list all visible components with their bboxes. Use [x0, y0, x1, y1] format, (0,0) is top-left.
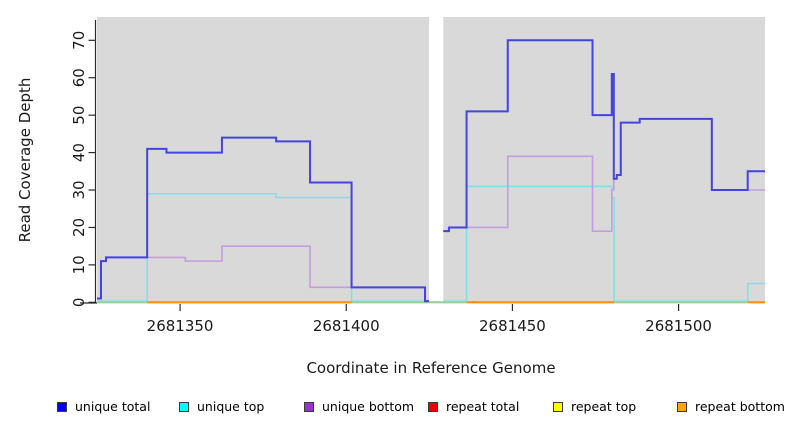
- legend-label: repeat top: [571, 399, 637, 414]
- legend-label: repeat bottom: [695, 399, 785, 414]
- legend-item-repeat-top: repeat top: [553, 399, 636, 415]
- axis-lines: [80, 20, 97, 304]
- y-tick-label: 40: [70, 143, 88, 162]
- legend-swatch-icon: [179, 402, 189, 412]
- legend-swatch-icon: [677, 402, 687, 412]
- y-tick-label: 30: [70, 180, 88, 199]
- legend-swatch-icon: [304, 402, 314, 412]
- y-tick-label: 60: [70, 68, 88, 87]
- series-line-unique-total: [97, 39, 765, 303]
- legend-item-repeat-total: repeat total: [428, 399, 519, 415]
- legend-item-unique-top: unique top: [179, 399, 264, 415]
- y-tick-label: 20: [70, 218, 88, 237]
- y-axis-title: Read Coverage Depth: [16, 78, 34, 243]
- x-tick-label: 2681350: [147, 317, 214, 335]
- y-tick-label: 50: [70, 106, 88, 125]
- x-tick-label: 2681400: [313, 317, 380, 335]
- legend-label: unique total: [75, 399, 151, 414]
- legend-item-unique-total: unique total: [57, 399, 150, 415]
- x-tick-label: 2681500: [645, 317, 712, 335]
- masked-region: [429, 17, 444, 301]
- legend-swatch-icon: [428, 402, 438, 412]
- legend-label: repeat total: [446, 399, 520, 414]
- legend-item-unique-bottom: unique bottom: [304, 399, 414, 415]
- legend-label: unique bottom: [322, 399, 415, 414]
- x-tick-label: 2681450: [479, 317, 546, 335]
- y-tick-label: 0: [70, 298, 88, 308]
- legend-swatch-icon: [57, 402, 67, 412]
- legend-swatch-icon: [553, 402, 563, 412]
- y-tick-label: 70: [70, 31, 88, 50]
- legend-label: unique top: [197, 399, 265, 414]
- x-axis-title: Coordinate in Reference Genome: [306, 359, 555, 377]
- y-tick-label: 10: [70, 255, 88, 274]
- legend: unique total unique top unique bottom repea…: [0, 399, 792, 419]
- legend-item-repeat-bottom: repeat bottom: [677, 399, 785, 415]
- coverage-chart: 0 10 20 30 40 50 60 70 2681350 2681400 2681450 2681…: [16, 17, 765, 377]
